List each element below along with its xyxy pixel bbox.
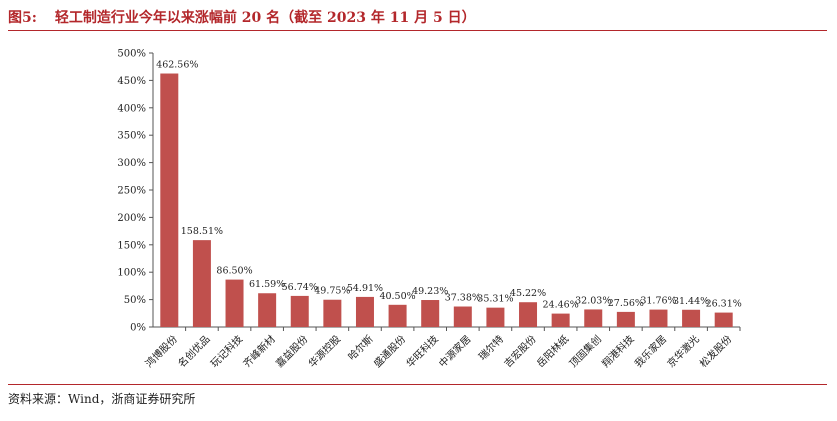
data-label: 158.51% [181,226,223,237]
category-label: 哈尔斯 [345,332,375,362]
y-tick-label: 200% [117,213,146,224]
data-label: 54.91% [347,283,383,294]
category-label: 嘉益股份 [273,332,310,369]
data-label: 31.76% [640,296,676,307]
data-label: 24.46% [543,300,579,311]
bar [192,240,211,327]
category-label: 玩记科技 [208,332,245,369]
category-label: 翔港科技 [599,332,636,369]
bar [486,307,505,327]
bar [323,299,342,327]
y-tick-label: 100% [117,268,146,279]
category-label: 吉宏股份 [501,332,538,369]
data-label: 45.22% [510,288,546,299]
category-label: 齐峰新材 [240,332,277,369]
data-label: 27.56% [608,298,644,309]
y-tick-label: 450% [117,76,146,87]
bar [682,309,701,327]
y-tick-label: 300% [117,158,146,169]
bar [584,309,603,327]
y-tick-label: 500% [117,49,146,60]
bar [616,311,635,327]
category-label: 我乐家居 [632,332,669,369]
title-divider [8,30,827,31]
source-divider [8,384,827,385]
data-label: 32.03% [575,295,611,306]
data-label: 61.59% [249,279,285,290]
figure-title-text: 轻工制造行业今年以来涨幅前 20 名（截至 2023 年 11 月 5 日） [54,10,476,26]
category-label: 盛通股份 [371,332,408,369]
data-label: 49.75% [314,286,350,297]
y-tick-label: 350% [117,131,146,142]
bar [421,300,440,327]
bar [453,306,472,327]
data-label: 49.23% [412,286,448,297]
bar [649,309,668,327]
bar [290,295,309,327]
data-label: 86.50% [216,266,252,277]
figure-label: 图5: [8,10,37,26]
category-label: 华源控股 [306,332,343,369]
category-label: 名创优品 [175,332,212,369]
source-note: 资料来源：Wind，浙商证券研究所 [8,392,196,406]
category-label: 京华激光 [664,332,701,369]
category-label: 瑞尔特 [476,332,506,362]
category-label: 松发股份 [697,332,734,369]
bar [388,304,407,327]
data-label: 462.56% [156,60,198,71]
data-label: 31.44% [673,296,709,307]
bar [160,73,179,327]
category-label: 中源家居 [436,332,473,369]
category-label: 岳阳林纸 [534,332,571,369]
y-tick-label: 50% [124,295,146,306]
bar [519,302,538,327]
category-label: 顶固集创 [566,332,603,369]
bar [225,279,244,327]
data-label: 26.31% [706,299,742,310]
y-tick-label: 0% [130,323,146,334]
bar [258,293,277,327]
data-label: 37.38% [445,293,481,304]
data-label: 35.31% [477,294,513,305]
bar [714,312,733,327]
figure-title: 图5: 轻工制造行业今年以来涨幅前 20 名（截至 2023 年 11 月 5 日… [8,7,476,29]
data-label: 40.50% [379,291,415,302]
y-tick-label: 150% [117,240,146,251]
data-label: 56.74% [282,282,318,293]
y-tick-label: 250% [117,186,146,197]
bar [551,313,570,327]
category-label: 鸿博股份 [142,332,179,369]
category-label: 华旺科技 [403,332,440,369]
y-tick-label: 400% [117,103,146,114]
bar [355,296,374,327]
